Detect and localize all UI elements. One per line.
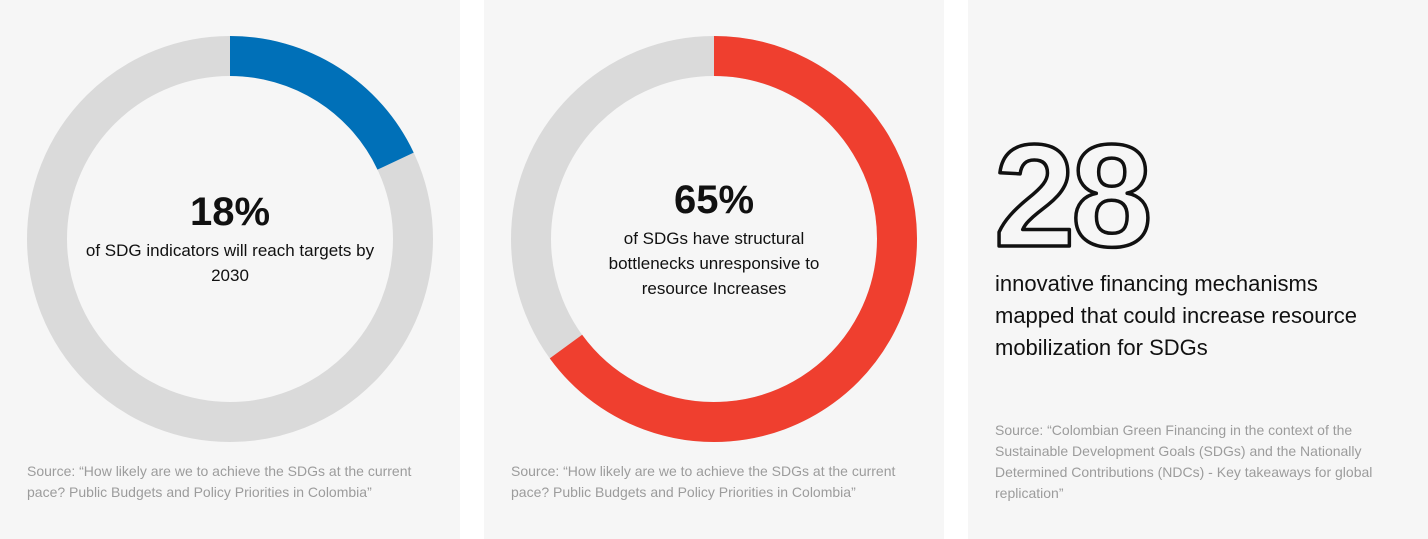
donut-center-label: 18% of SDG indicators will reach targets…	[0, 190, 460, 288]
source-note: Source: “Colombian Green Financing in th…	[995, 422, 1373, 501]
stat-caption: innovative financing mechanisms mapped t…	[995, 271, 1357, 360]
donut-chart-sdg-bottlenecks	[511, 36, 917, 442]
donut-chart-sdg-indicators	[27, 36, 433, 442]
big-number-text: 28	[994, 138, 1148, 258]
donut-center-label: 65% of SDGs have structural bottlenecks …	[484, 178, 944, 301]
stat-card-financing-mechanisms: 28 innovative financing mechanisms mappe…	[968, 0, 1428, 539]
donut-highlight-segment	[549, 36, 917, 442]
stat-card-sdg-bottlenecks: 65% of SDGs have structural bottlenecks …	[484, 0, 944, 539]
source-note: Source: “How likely are we to achieve th…	[511, 463, 896, 500]
big-number-value: 28	[992, 138, 1154, 258]
stat-caption: of SDG indicators will reach targets by …	[85, 241, 375, 285]
donut-highlight-segment	[229, 36, 414, 170]
source-note: Source: “How likely are we to achieve th…	[27, 463, 412, 500]
stat-caption: of SDGs have structural bottlenecks unre…	[608, 229, 820, 298]
percentage-value: 18%	[189, 190, 271, 234]
stat-card-sdg-indicators: 18% of SDG indicators will reach targets…	[0, 0, 460, 539]
percentage-value: 65%	[673, 178, 755, 222]
